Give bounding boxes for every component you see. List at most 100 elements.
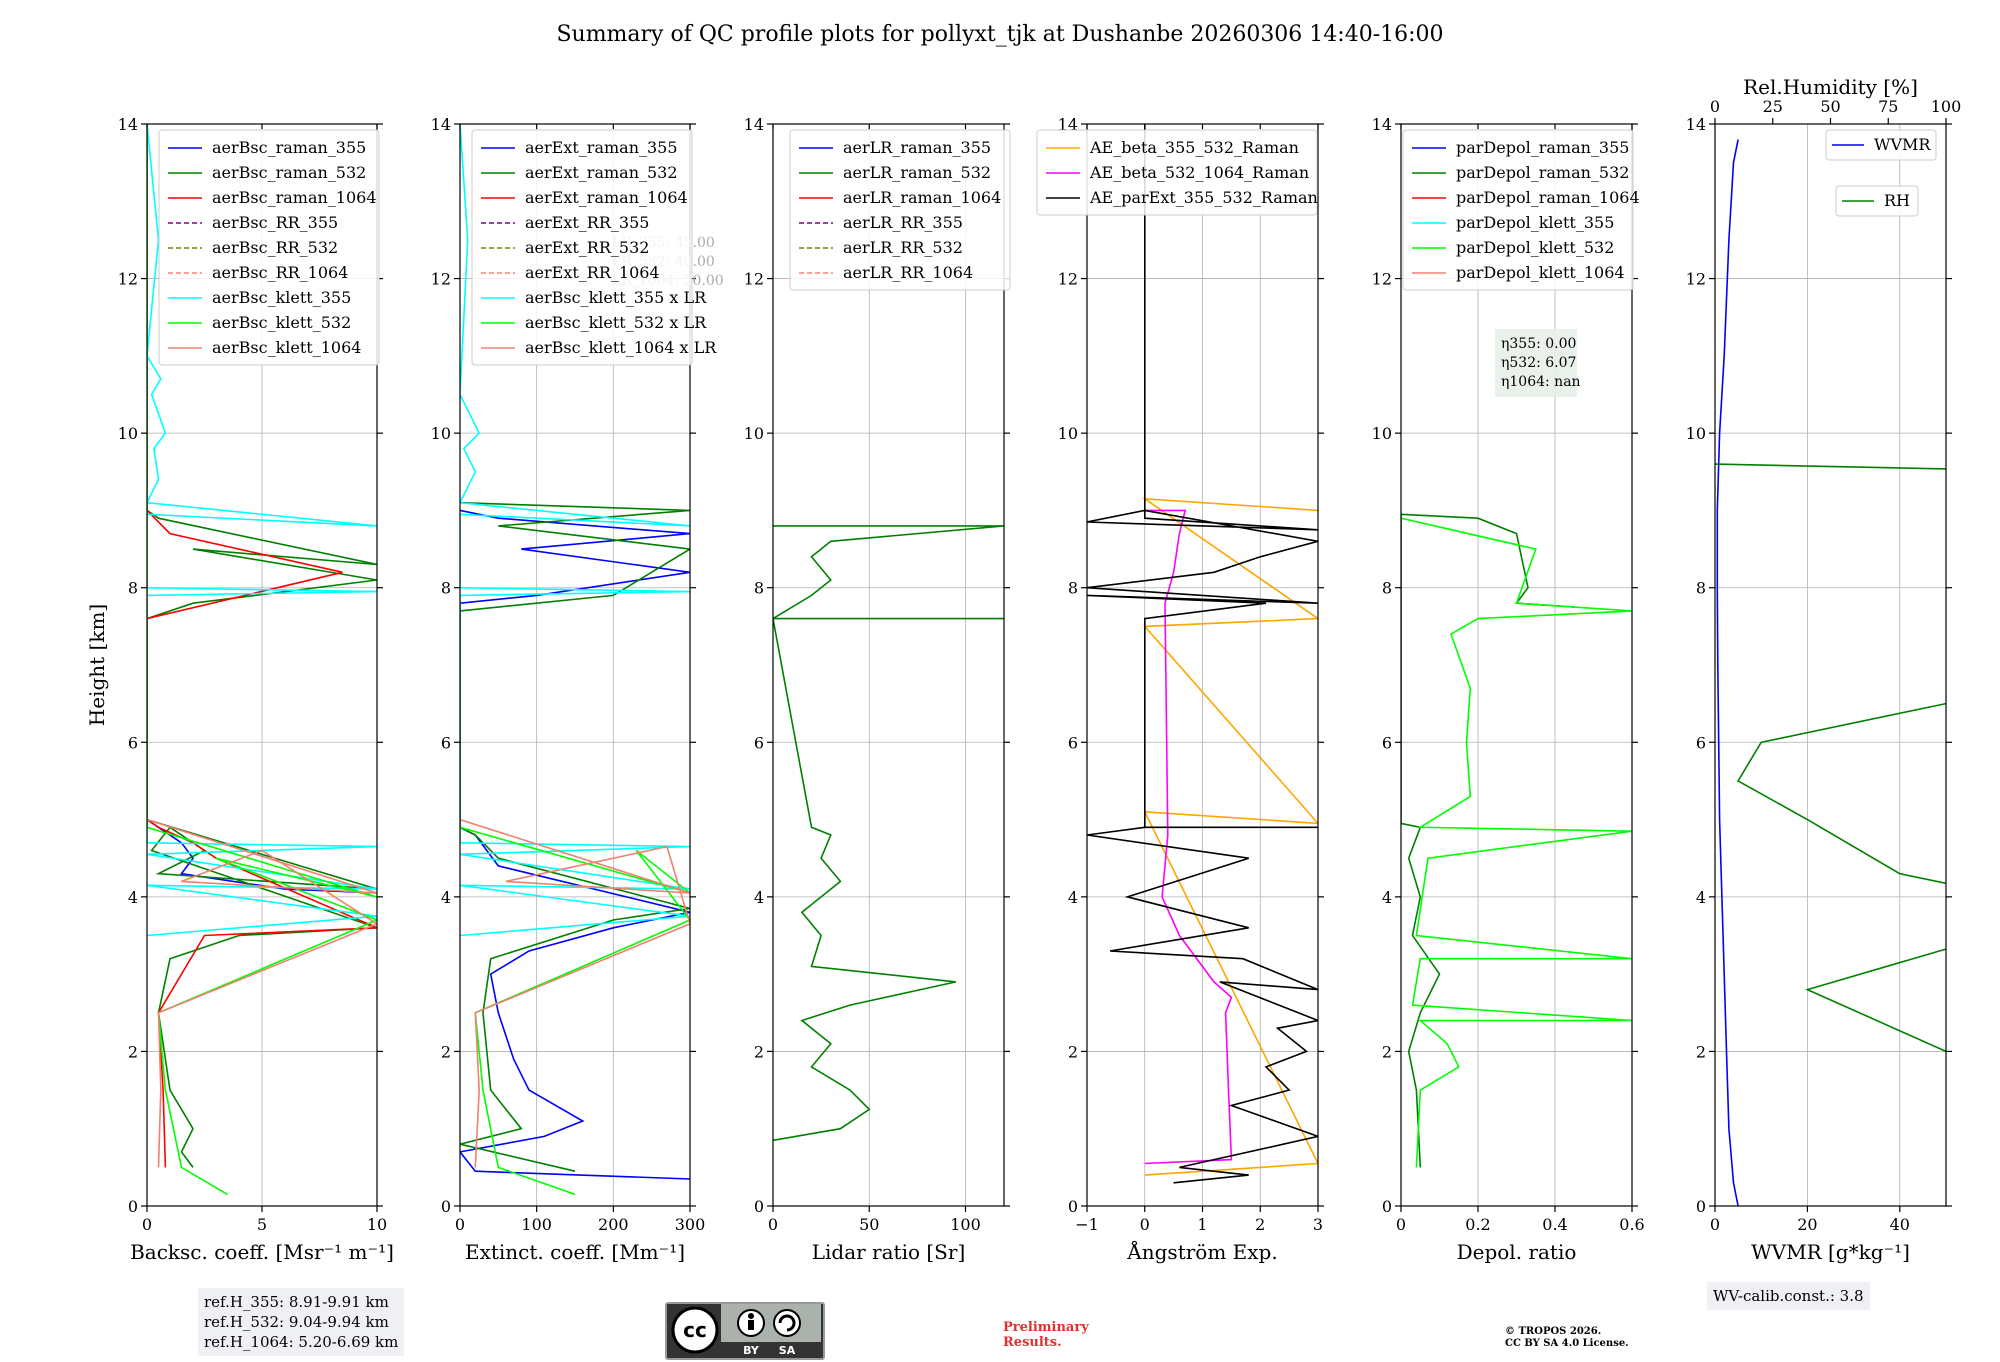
- legend-label: aerBsc_RR_355: [212, 213, 338, 232]
- y-tick-label: 2: [441, 1042, 451, 1061]
- y-tick-label: 0: [1382, 1197, 1392, 1216]
- legend-label: aerBsc_klett_532: [212, 313, 351, 332]
- y-tick-label: 10: [431, 424, 451, 443]
- annotation-text: η1064: nan: [1501, 374, 1581, 390]
- series-aerExt_raman_532: [460, 501, 690, 1172]
- legend-label: aerExt_RR_355: [525, 213, 649, 232]
- x-tick-label: 0.2: [1465, 1215, 1490, 1234]
- y-tick-label: 4: [754, 888, 764, 907]
- y-tick-label: 4: [1382, 888, 1392, 907]
- series-AE_beta_532_1064_Raman: [1144, 509, 1233, 1165]
- series-aerBsc_klett_355 x LR: [460, 124, 690, 937]
- y-tick-label: 4: [441, 888, 451, 907]
- reference-height-box: ref.H_355: 8.91-9.91 km ref.H_532: 9.04-…: [198, 1288, 405, 1356]
- legend-label: aerExt_raman_532: [525, 163, 678, 182]
- x-tick-label: 1: [1197, 1215, 1207, 1234]
- y-tick-label: 10: [118, 424, 138, 443]
- series-aerBsc_klett_532 x LR: [460, 826, 690, 1196]
- legend-label: aerBsc_raman_532: [212, 163, 366, 182]
- legend-label: aerLR_RR_1064: [843, 263, 973, 282]
- x-axis-label: Depol. ratio: [1457, 1240, 1577, 1264]
- y-tick-label: 12: [1058, 270, 1078, 289]
- legend-box: [1402, 129, 1634, 291]
- legend-label: aerExt_RR_532: [525, 238, 649, 257]
- series-aerLR_raman_532: [773, 525, 1004, 1142]
- y-tick-label: 12: [1686, 270, 1706, 289]
- axes-frame: [1714, 123, 1947, 1207]
- y-tick-label: 8: [1696, 579, 1706, 598]
- y-tick-label: 0: [1696, 1197, 1706, 1216]
- series-group: [147, 124, 377, 1196]
- panel-wv: 0 20 40 0 2 4 6 8 10 12 14 WVMR [g*kg⁻¹] 0 25 50 75 100 R…: [1686, 75, 1962, 1264]
- copyright-line-1: © TROPOS 2026.: [1505, 1326, 1602, 1337]
- y-tick-label: 6: [754, 733, 764, 752]
- legend-label: RH: [1884, 191, 1910, 210]
- legend-label: aerBsc_klett_355 x LR: [525, 288, 707, 307]
- legend-box: [158, 129, 380, 366]
- x-tick-label: 3: [1313, 1215, 1323, 1234]
- legend-label: aerBsc_raman_1064: [212, 188, 377, 207]
- y-tick-label: 14: [431, 115, 451, 134]
- series-aerBsc_raman_532: [147, 124, 377, 1168]
- series-AE_parExt_355_532_Raman: [1087, 124, 1318, 1184]
- x-axis-label: Ångström Exp.: [1126, 1239, 1277, 1264]
- legend-label: aerBsc_klett_532 x LR: [525, 313, 707, 332]
- legend-label: parDepol_raman_355: [1456, 138, 1629, 157]
- y-axis-label: Height [km]: [85, 604, 109, 726]
- y-tick-label: 6: [1382, 733, 1392, 752]
- y-tick-label: 10: [1686, 424, 1706, 443]
- series-aerBsc_klett_532: [147, 124, 377, 1196]
- legend-label: aerLR_raman_1064: [843, 188, 1001, 207]
- y-tick-label: 6: [1696, 733, 1706, 752]
- legend-label: aerLR_RR_532: [843, 238, 963, 257]
- x-tick-label: 100: [950, 1215, 981, 1234]
- x-tick-label: 0: [1710, 1215, 1720, 1234]
- preliminary-results-note: Preliminary Results.: [1003, 1320, 1089, 1350]
- cc-sa-label: SA: [779, 1344, 796, 1357]
- legend-label: aerBsc_klett_1064: [212, 338, 361, 357]
- series-group: [1715, 139, 1946, 1206]
- series-group: [773, 525, 1004, 1142]
- cc-license-badge: cc BY SA: [665, 1302, 825, 1360]
- legend-box: [1825, 129, 1937, 161]
- y-tick-label: 10: [1058, 424, 1078, 443]
- x-tick-label: 0: [768, 1215, 778, 1234]
- legend-label: AE_parExt_355_532_Raman: [1089, 188, 1318, 207]
- series-group: [1087, 124, 1318, 1184]
- y-tick-label: 4: [1068, 888, 1078, 907]
- series-aerBsc_klett_1064 x LR: [460, 818, 690, 1168]
- x-tick-label: −1: [1075, 1215, 1099, 1234]
- x2-axis-label: Rel.Humidity [%]: [1743, 75, 1918, 99]
- x-tick-label: 0: [1396, 1215, 1406, 1234]
- legend-label: parDepol_raman_532: [1456, 163, 1629, 182]
- legend-label: AE_beta_355_532_Raman: [1089, 138, 1299, 157]
- figure-title: Summary of QC profile plots for pollyxt_…: [556, 22, 1444, 47]
- legend-label: WVMR: [1874, 135, 1931, 154]
- x2-tick-label: 0: [1710, 97, 1720, 116]
- series-AE_beta_355_532_Raman: [1141, 497, 1318, 1176]
- refh-532: ref.H_532: 9.04-9.94 km: [204, 1313, 389, 1331]
- preliminary-line-1: Preliminary: [1003, 1320, 1089, 1335]
- y-tick-label: 6: [128, 733, 138, 752]
- x-tick-label: 0.6: [1619, 1215, 1644, 1234]
- refh-1064: ref.H_1064: 5.20-6.69 km: [204, 1333, 399, 1351]
- y-tick-label: 14: [1686, 115, 1706, 134]
- series-RH: [1715, 463, 1946, 1053]
- panel-depol: 0 0.2 0.4 0.6 0 2 4 6 8 10 12 14 Depol. ratio η355: 0…: [1372, 115, 1645, 1264]
- series-aerBsc_klett_1064: [147, 818, 377, 1168]
- y-tick-label: 12: [1372, 270, 1392, 289]
- x-tick-label: 0.4: [1542, 1215, 1567, 1234]
- legend-label: aerLR_RR_355: [843, 213, 963, 232]
- y-tick-label: 2: [754, 1042, 764, 1061]
- panel-bsc: 0 5 10 0 2 4 6 8 10 12 14 Backsc. coeff. [Msr⁻¹ m⁻¹…: [85, 115, 394, 1264]
- y-tick-label: 14: [118, 115, 138, 134]
- annotation-text: η532: 6.07: [1501, 355, 1576, 371]
- x-tick-label: 0: [455, 1215, 465, 1234]
- copyright-note: © TROPOS 2026. CC BY SA 4.0 License.: [1505, 1326, 1629, 1350]
- x-axis-label: Lidar ratio [Sr]: [812, 1240, 966, 1264]
- y-tick-label: 14: [1372, 115, 1392, 134]
- legend-label: parDepol_klett_532: [1456, 238, 1614, 257]
- y-tick-label: 4: [1696, 888, 1706, 907]
- wv-calib-const: WV-calib.const.: 3.8: [1713, 1287, 1864, 1305]
